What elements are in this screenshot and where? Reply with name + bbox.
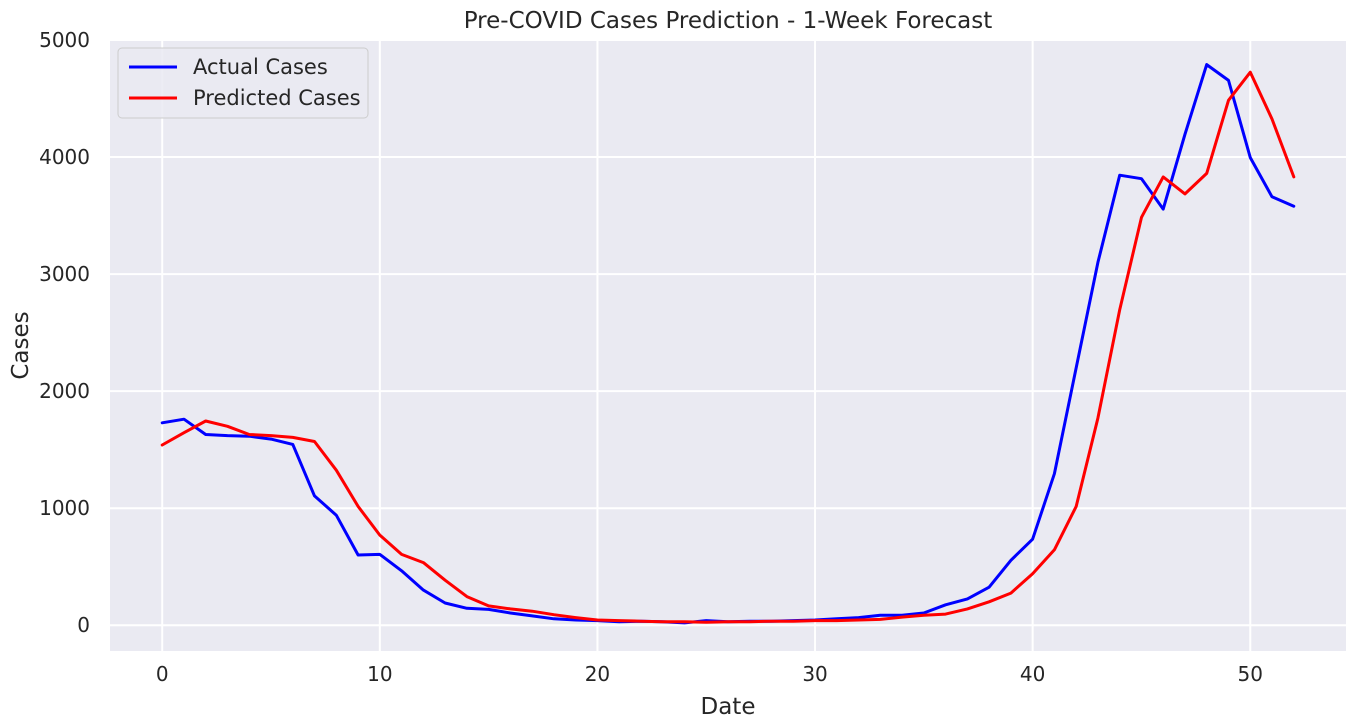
- y-axis-title: Cases: [8, 311, 34, 379]
- x-tick-label: 40: [1020, 662, 1045, 686]
- plot-background: [110, 40, 1346, 651]
- legend-label-predicted-cases: Predicted Cases: [193, 86, 361, 110]
- y-tick-label: 0: [77, 613, 90, 637]
- grid-lines: [110, 39, 1346, 651]
- y-tick-labels: 0 1000 2000 3000 4000 5000: [39, 28, 90, 637]
- x-tick-label: 30: [802, 662, 827, 686]
- legend: Actual Cases Predicted Cases: [117, 47, 369, 119]
- y-tick-label: 1000: [39, 496, 90, 520]
- legend-box: [117, 47, 369, 119]
- x-tick-label: 10: [367, 662, 392, 686]
- series-line-predicted-cases: [160, 70, 1296, 624]
- chart-title: Pre-COVID Cases Prediction - 1-Week Fore…: [464, 8, 993, 34]
- series-layer: [160, 63, 1296, 625]
- y-tick-label: 2000: [39, 379, 90, 403]
- x-axis-title: Date: [701, 694, 756, 720]
- y-tick-label: 4000: [39, 145, 90, 169]
- x-tick-label: 0: [156, 662, 169, 686]
- y-tick-label: 5000: [39, 28, 90, 52]
- legend-label-actual-cases: Actual Cases: [193, 55, 328, 79]
- x-tick-label: 20: [585, 662, 610, 686]
- x-tick-labels: 0 10 20 30 40 50: [156, 662, 1263, 686]
- x-tick-label: 50: [1238, 662, 1263, 686]
- y-tick-label: 3000: [39, 262, 90, 286]
